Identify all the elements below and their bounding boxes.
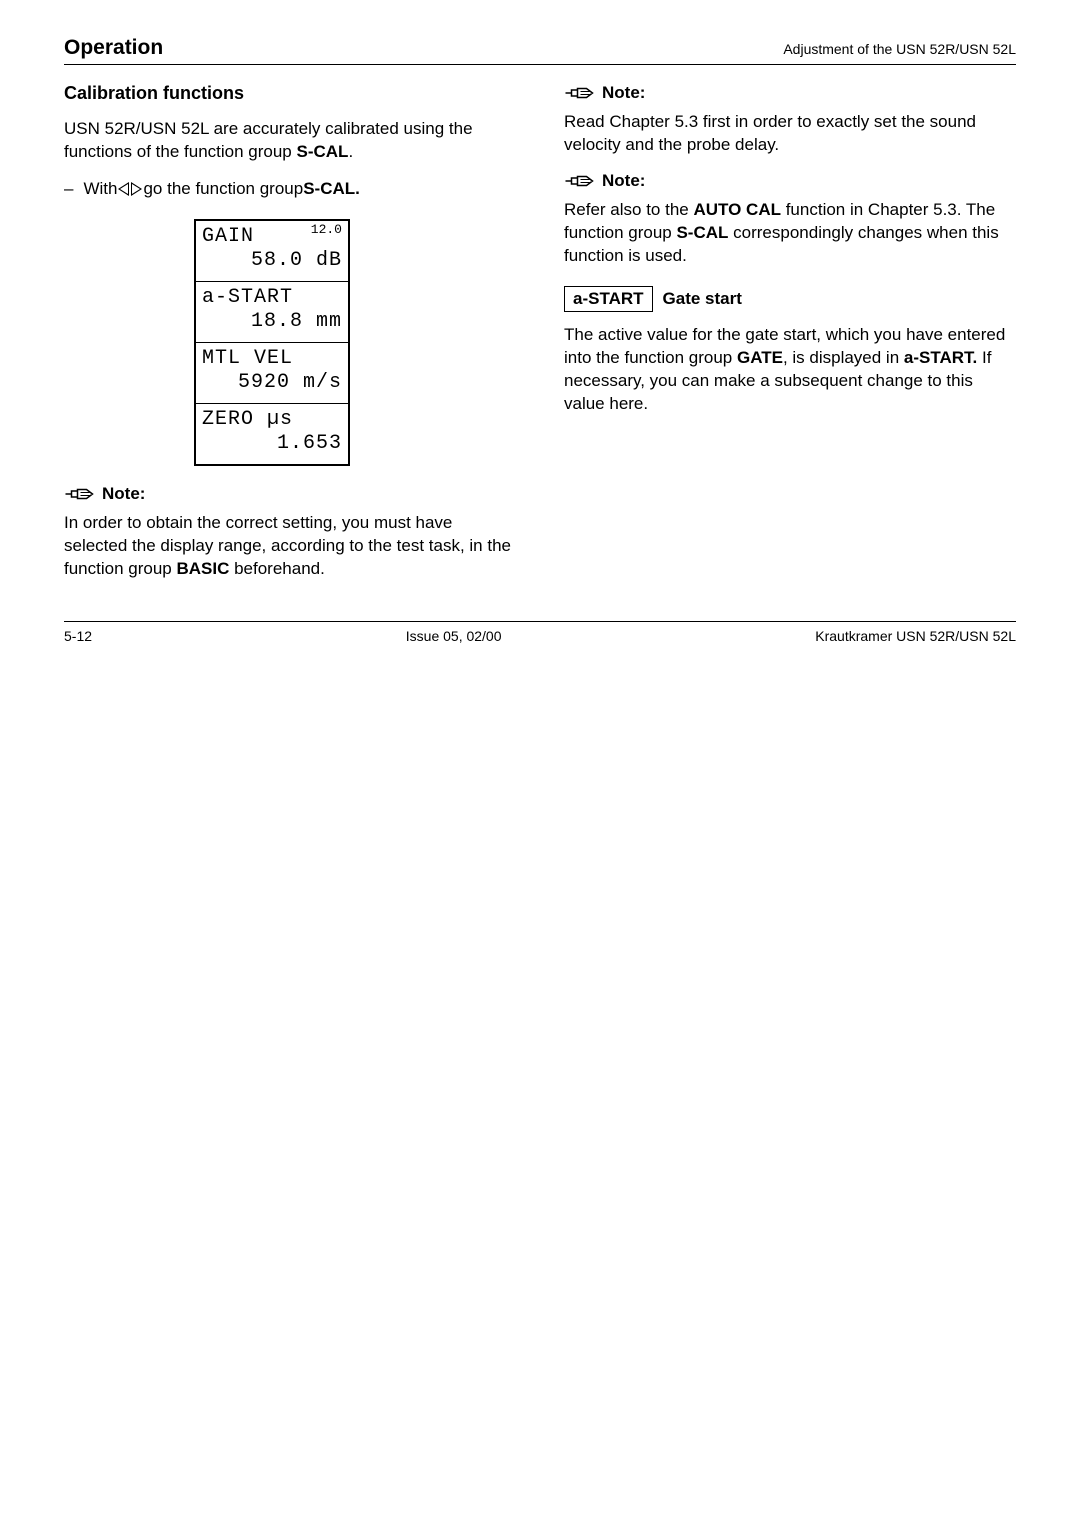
- left-arrow-icon: [118, 182, 129, 196]
- left-column: Calibration functions USN 52R/USN 52L ar…: [64, 83, 516, 595]
- astart-box-label: a-START: [564, 286, 653, 312]
- note-left-post: beforehand.: [229, 559, 324, 578]
- note2-b2: S-CAL: [676, 223, 728, 242]
- bullet-line: – With go the function group S-CAL.: [64, 178, 516, 201]
- right-column: Note: Read Chapter 5.3 first in order to…: [564, 83, 1016, 595]
- lcd-display: 12.0 GAIN 58.0 dB a-START 18.8 mm MTL VE…: [194, 219, 350, 466]
- intro-paragraph: USN 52R/USN 52L are accurately calibrate…: [64, 118, 516, 164]
- footer-center: Issue 05, 02/00: [406, 628, 502, 644]
- gate-heading: a-START Gate start: [564, 286, 1016, 312]
- bullet-mid: go the function group: [143, 178, 303, 201]
- lcd-gain-cell: 12.0 GAIN 58.0 dB: [196, 221, 348, 282]
- note1-label: Note:: [602, 83, 645, 103]
- lcd-astart-cell: a-START 18.8 mm: [196, 282, 348, 343]
- lcd-gain-val: 58.0 dB: [202, 251, 342, 271]
- page-header: Operation Adjustment of the USN 52R/USN …: [64, 36, 1016, 65]
- lcd-astart-val: 18.8 mm: [202, 312, 342, 332]
- intro-bold: S-CAL: [297, 142, 349, 161]
- note1-text: Read Chapter 5.3 first in order to exact…: [564, 111, 1016, 157]
- lcd-zero-val: 1.653: [202, 434, 342, 454]
- header-left: Operation: [64, 36, 163, 60]
- footer-right: Krautkramer USN 52R/USN 52L: [815, 628, 1016, 644]
- lcd-gain-small: 12.0: [311, 223, 342, 236]
- note-left-header: Note:: [64, 484, 516, 504]
- right-arrow-icon: [131, 182, 142, 196]
- gate-start-title: Gate start: [663, 289, 742, 309]
- note1-header: Note:: [564, 83, 1016, 103]
- header-right: Adjustment of the USN 52R/USN 52L: [783, 41, 1016, 57]
- footer-left: 5-12: [64, 628, 92, 644]
- lcd-mtl-cell: MTL VEL 5920 m/s: [196, 343, 348, 404]
- note-left-text: In order to obtain the correct setting, …: [64, 512, 516, 581]
- intro-post: .: [348, 142, 353, 161]
- note2-header: Note:: [564, 171, 1016, 191]
- bullet-bold: S-CAL.: [303, 178, 360, 201]
- intro-pre: USN 52R/USN 52L are accurately calibrate…: [64, 119, 473, 161]
- gate-b1: GATE: [737, 348, 783, 367]
- content-columns: Calibration functions USN 52R/USN 52L ar…: [64, 83, 1016, 595]
- page-footer: 5-12 Issue 05, 02/00 Krautkramer USN 52R…: [64, 621, 1016, 644]
- note-hand-icon: [64, 485, 94, 503]
- gate-p2: , is displayed in: [783, 348, 904, 367]
- lcd-zero-cell: ZERO µs 1.653: [196, 404, 348, 464]
- note-hand-icon: [564, 84, 594, 102]
- lcd-mtl-val: 5920 m/s: [202, 373, 342, 393]
- lcd-mtl-label: MTL VEL: [202, 349, 342, 369]
- note2-b1: AUTO CAL: [693, 200, 781, 219]
- note-hand-icon: [564, 172, 594, 190]
- note2-pre: Refer also to the: [564, 200, 693, 219]
- note-left-label: Note:: [102, 484, 145, 504]
- note2-text: Refer also to the AUTO CAL function in C…: [564, 199, 1016, 268]
- gate-paragraph: The active value for the gate start, whi…: [564, 324, 1016, 416]
- bullet-pre: With: [83, 178, 117, 201]
- note-left-bold: BASIC: [176, 559, 229, 578]
- lcd-astart-label: a-START: [202, 288, 342, 308]
- calibration-title: Calibration functions: [64, 83, 516, 104]
- lcd-zero-label: ZERO µs: [202, 410, 342, 430]
- gate-b2: a-START.: [904, 348, 977, 367]
- note2-label: Note:: [602, 171, 645, 191]
- bullet-dash: –: [64, 178, 73, 201]
